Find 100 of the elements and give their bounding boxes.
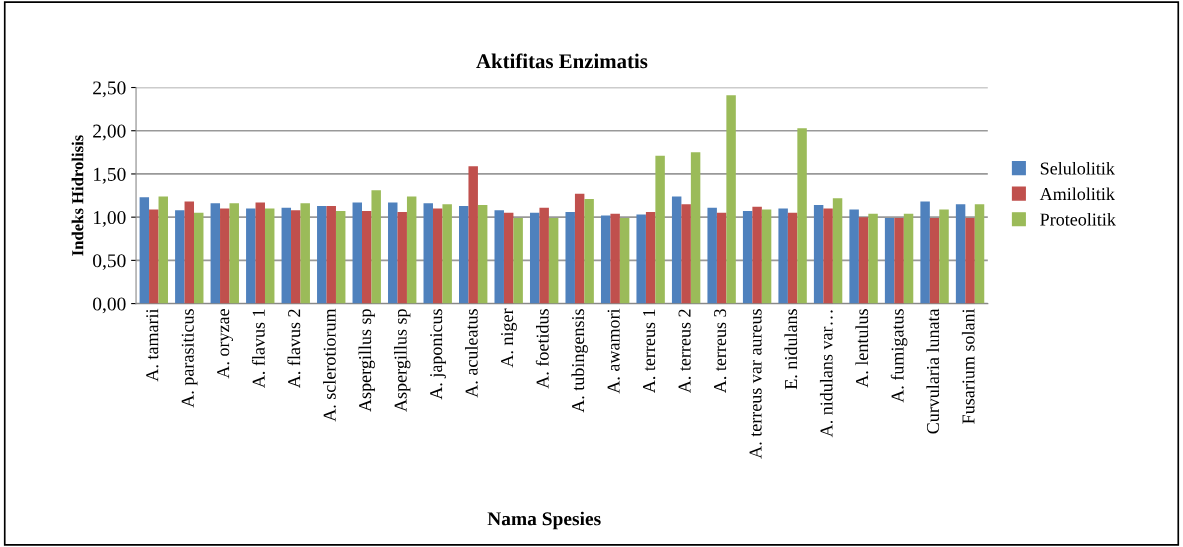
bar [726,95,736,304]
x-tick-label: A. lentulus [855,309,869,388]
bar [194,212,204,304]
bar [291,210,301,304]
bar [442,204,452,304]
legend-label: Proteolitik [1040,212,1116,226]
bar [797,128,807,304]
bar [477,205,488,304]
bar [513,218,523,304]
bar [539,207,549,304]
bar [406,196,417,304]
x-tick-label: A. oryzae [217,309,233,379]
bar [423,203,433,304]
bar [849,209,859,304]
y-tick-label: 0,00 [93,297,126,314]
bar [813,205,824,304]
x-tick-label: A. fumigatus [890,309,908,403]
bar [548,218,559,304]
bar [149,209,159,304]
bar [716,212,727,304]
y-tick-label: 1,00 [94,210,126,227]
bar [565,211,575,304]
bar [636,214,646,304]
bar [246,208,256,304]
bar [210,203,221,304]
bar [300,203,310,304]
bar [610,213,620,304]
chart-title: Aktifitas Enzimatis [476,53,648,69]
y-tick-label: 1,50 [94,167,126,184]
x-tick-label: Aspergillus sp [358,309,375,412]
x-tick-label: Fusarium solani [961,308,975,424]
bar [894,218,904,304]
bar [326,205,336,304]
bar [903,213,914,304]
bar [529,212,540,304]
x-tick-label: A. parasiticus [181,309,198,408]
bar [645,211,656,304]
x-tick-label: A. sclerotiorum [323,308,336,422]
legend-label: Amilolitik [1039,187,1115,201]
bar [955,204,966,304]
bar [220,208,230,304]
bar [920,201,930,304]
x-tick-label: A. japonicus [430,309,446,400]
x-tick-label: A. tubingensis [571,309,588,413]
x-axis-title: Nama Spesies [487,511,601,530]
bar [184,201,195,304]
bar [468,166,478,304]
x-tick-label: A. aculeatus [465,309,478,398]
bar [823,208,833,304]
x-tick-label: A. niger [501,308,517,368]
x-tick-label: A. nidulans var… [819,310,833,438]
x-tick-label: A. flavus 1 [251,309,265,388]
bar [655,155,665,304]
y-tick-label: 2,50 [93,81,126,98]
bar [832,198,843,304]
bar [600,215,611,304]
bar [778,208,788,304]
y-tick-label: 2,00 [93,124,126,141]
bar [503,212,514,304]
bar [761,209,772,304]
bar [397,211,407,304]
legend-label: Selulolitik [1040,161,1115,175]
bar [671,196,682,304]
bar [868,213,878,304]
x-tick-label: A. terreus var aureus [749,309,762,459]
bar [494,210,504,304]
bar [281,207,292,304]
y-tick-label: 0,50 [93,254,126,271]
x-tick-label: A. flavus 2 [287,309,301,388]
x-tick-label: A. terreus 2 [678,309,691,393]
bar [681,204,691,304]
bar [317,205,327,304]
bar [255,202,265,304]
bar [752,206,762,304]
bar [459,205,469,304]
bar [574,193,585,304]
bar [974,204,985,304]
x-tick-label: E. nidulans [784,309,798,390]
x-tick-label: Curvularia lunata [926,308,940,434]
bar [371,190,381,304]
bar [884,218,895,304]
x-tick-label: A. terreus 1 [643,309,656,393]
bar [362,211,372,304]
bar [139,197,150,304]
x-tick-label: A. awamori [607,308,620,394]
bar [690,152,701,304]
x-tick-label: Aspergillus sp [394,309,411,412]
bar [352,202,362,304]
x-tick-label: A. terreus 3 [714,309,727,393]
bar [939,209,949,304]
bar [264,208,275,304]
bar [584,199,594,304]
bar [335,211,346,304]
bar [787,212,798,304]
bar [175,210,185,304]
bar [965,218,975,304]
y-axis-title: Indeks Hidrolisis [71,135,84,256]
bar [858,217,869,304]
bar [432,208,443,304]
bar [388,202,398,304]
